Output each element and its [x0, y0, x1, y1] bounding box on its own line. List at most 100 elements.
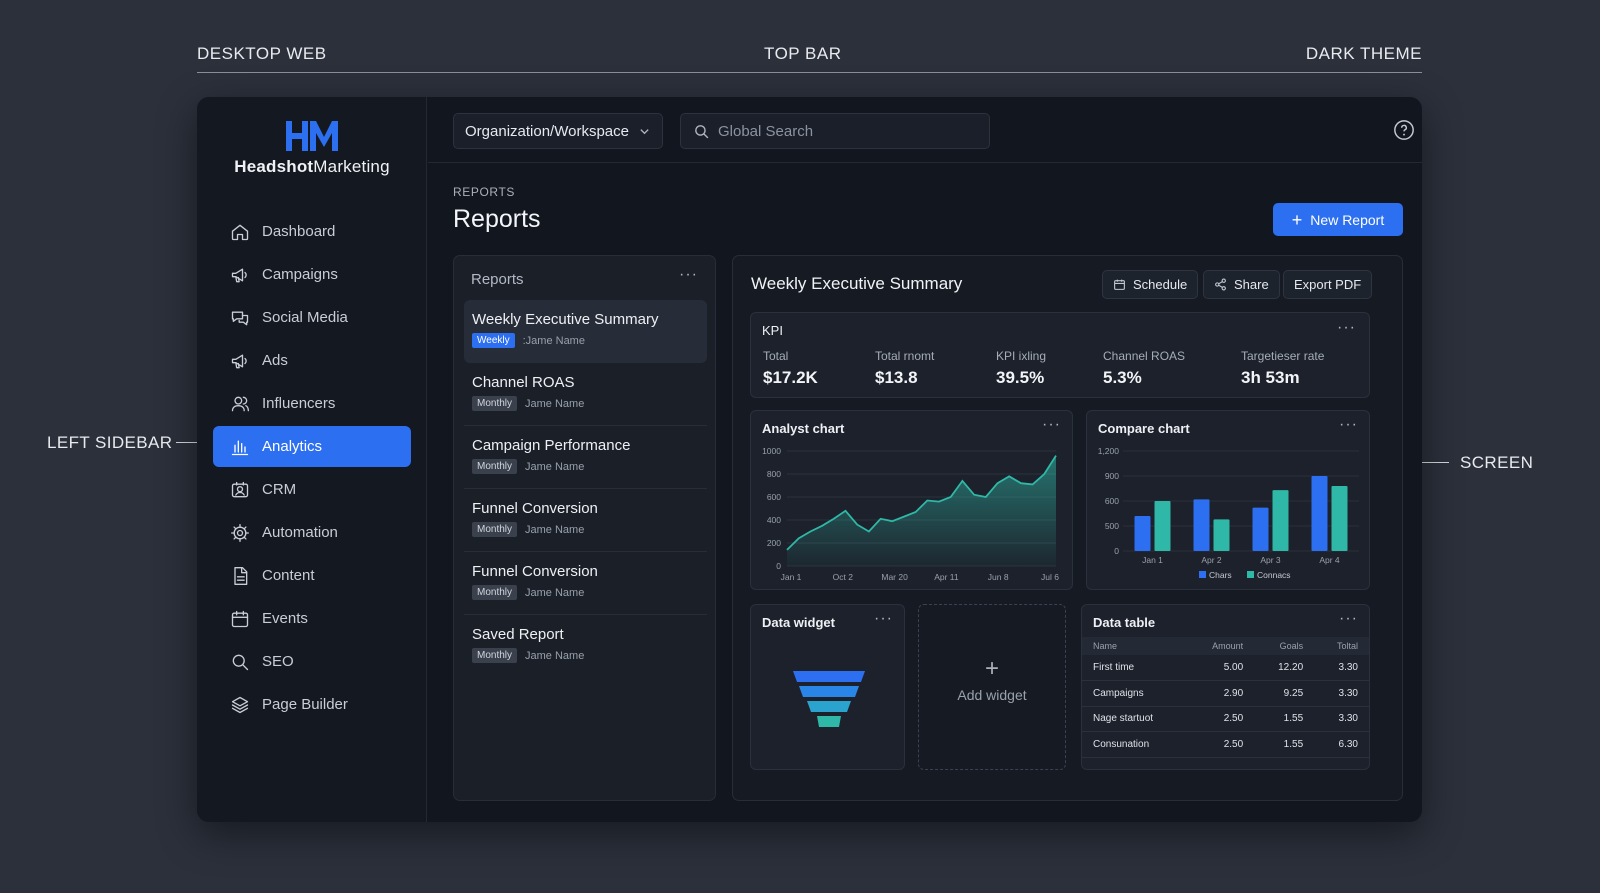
sidebar-item-automation[interactable]: Automation [213, 512, 411, 553]
calendar-icon [1114, 279, 1125, 290]
table-row[interactable]: Nage startuot 2.50 1.55 3.30 [1082, 706, 1369, 732]
frequency-tag: Monthly [472, 585, 518, 600]
brand-logo[interactable]: HeadshotMarketing [197, 119, 427, 177]
funnel-stage [807, 701, 851, 712]
export-pdf-button[interactable]: Export PDF [1283, 270, 1373, 299]
search-input[interactable] [718, 122, 968, 140]
sidebar-item-social-media[interactable]: Social Media [213, 297, 411, 338]
sidebar-item-content[interactable]: Content [213, 555, 411, 596]
more-options-icon[interactable]: ··· [1337, 319, 1356, 336]
y-tick-label: 1,200 [1098, 446, 1120, 456]
table-cell: 2.90 [1186, 680, 1255, 707]
bar [1134, 516, 1151, 551]
column-header[interactable]: Name [1082, 637, 1187, 655]
annotation-desktop-web: DESKTOP WEB [197, 44, 327, 63]
kpi-label: KPI ixling [996, 349, 1047, 363]
compare-chart-title: Compare chart [1098, 421, 1190, 436]
more-options-icon[interactable]: ··· [1339, 610, 1358, 627]
global-search[interactable] [680, 113, 990, 149]
sidebar-item-dashboard[interactable]: Dashboard [213, 211, 411, 252]
breadcrumb[interactable]: REPORTS [453, 185, 515, 199]
table-cell: 5.00 [1186, 655, 1255, 681]
table-cell: 2.50 [1186, 706, 1255, 732]
more-options-icon[interactable]: ··· [679, 266, 698, 283]
legend-label: Connacs [1257, 570, 1291, 580]
table-cell: First time [1082, 655, 1187, 681]
annotation-left-sidebar: LEFT SIDEBAR [47, 433, 173, 452]
column-header[interactable]: Amount [1186, 637, 1255, 655]
schedule-button[interactable]: Schedule [1102, 270, 1199, 299]
y-tick-label: 1000 [762, 446, 781, 456]
sidebar-item-label: SEO [262, 653, 294, 670]
sidebar-item-page-builder[interactable]: Page Builder [213, 684, 411, 725]
list-item[interactable]: Channel ROAS Monthly Jame Name [464, 363, 707, 426]
sidebar-item-ads[interactable]: Ads [213, 340, 411, 381]
help-icon[interactable] [1393, 119, 1415, 141]
x-tick-label: Apr 3 [1260, 555, 1281, 565]
table-row[interactable]: Campaigns 2.90 9.25 3.30 [1082, 680, 1369, 707]
x-tick-label: Jun 8 [988, 572, 1009, 582]
schedule-label: Schedule [1133, 277, 1188, 292]
list-item[interactable]: Funnel Conversion Monthly Jame Name [464, 489, 707, 552]
report-author: Jame Name [525, 649, 585, 662]
bar [1213, 519, 1230, 551]
kpi-label: Channel ROAS [1103, 349, 1186, 363]
sidebar-item-label: Page Builder [262, 696, 348, 713]
list-item[interactable]: Saved Report Monthly Jame Name [464, 615, 707, 678]
kpi-item: Targetieser rate 3h 53m [1241, 349, 1324, 388]
x-tick-label: Apr 11 [934, 572, 959, 582]
workspace-select[interactable]: Organization/Workspace [453, 113, 663, 149]
add-widget-button[interactable]: + Add widget [918, 604, 1066, 770]
kpi-item: Channel ROAS 5.3% [1103, 349, 1185, 388]
table-row[interactable]: Consunation 2.50 1.55 6.30 [1082, 731, 1369, 758]
kpi-card: KPI ··· Total $17.2K Total rnomt $13.8 K… [750, 312, 1370, 398]
table-row[interactable]: First time 5.00 12.20 3.30 [1082, 655, 1369, 681]
kpi-value: 5.3% [1103, 368, 1142, 387]
more-options-icon[interactable]: ··· [1339, 416, 1358, 433]
brand-name: HeadshotMarketing [234, 157, 390, 176]
sidebar-nav: Dashboard Campaigns Social Media Ads Inf… [213, 211, 411, 727]
more-options-icon[interactable]: ··· [874, 610, 893, 627]
list-item[interactable]: Campaign Performance Monthly Jame Name [464, 426, 707, 489]
report-title: Funnel Conversion [472, 500, 598, 517]
share-button[interactable]: Share [1203, 270, 1280, 299]
new-report-button[interactable]: + New Report [1273, 203, 1403, 236]
column-header[interactable]: Goals [1254, 637, 1315, 655]
report-title: Channel ROAS [472, 374, 575, 391]
sidebar-item-seo[interactable]: SEO [213, 641, 411, 682]
plus-icon: + [1291, 209, 1303, 230]
kpi-card-title: KPI [762, 323, 783, 338]
sidebar-item-label: Automation [262, 524, 338, 541]
sidebar-item-campaigns[interactable]: Campaigns [213, 254, 411, 295]
sidebar-item-crm[interactable]: CRM [213, 469, 411, 510]
x-tick-label: Jan 1 [781, 572, 802, 582]
more-options-icon[interactable]: ··· [1042, 416, 1061, 433]
list-item[interactable]: Weekly Executive Summary Weekly:Jame Nam… [464, 300, 707, 363]
sidebar-item-influencers[interactable]: Influencers [213, 383, 411, 424]
kpi-value: 39.5% [996, 368, 1045, 387]
frequency-tag: Monthly [472, 522, 518, 537]
table-cell: 1.55 [1254, 731, 1315, 758]
list-item[interactable]: Funnel Conversion Monthly Jame Name [464, 552, 707, 615]
annotation-rule [197, 72, 1422, 73]
x-tick-label: Jul 6 [1041, 572, 1059, 582]
table-cell: 6.30 [1314, 731, 1369, 758]
annotation-screen: SCREEN [1460, 453, 1534, 472]
analyst-area-chart: 0 200 400 600 800 1000 Jan 1 Oct 2 Mar 20 Apr 11 J… [762, 446, 1059, 582]
sidebar-item-label: Dashboard [262, 223, 336, 240]
table-cell: 3.30 [1314, 680, 1369, 707]
y-tick-label: 0 [1114, 546, 1119, 556]
data-table-card: Data table ··· Name Amount Goals Toltal … [1081, 604, 1370, 770]
column-header[interactable]: Toltal [1314, 637, 1369, 655]
table-cell: 3.30 [1314, 706, 1369, 732]
sidebar-item-analytics[interactable]: Analytics [213, 426, 411, 467]
sidebar-item-events[interactable]: Events [213, 598, 411, 639]
kpi-item: Total rnomt $13.8 [875, 349, 934, 388]
home-icon [231, 224, 249, 240]
bar [1311, 476, 1328, 551]
analyst-chart-card: Analyst chart ··· 0 200 400 600 800 1000 Jan 1… [750, 410, 1073, 590]
area-fill [787, 455, 1056, 566]
annotation-left-line [176, 442, 206, 443]
report-author: Jame Name [525, 586, 585, 599]
new-report-label: New Report [1310, 211, 1385, 228]
